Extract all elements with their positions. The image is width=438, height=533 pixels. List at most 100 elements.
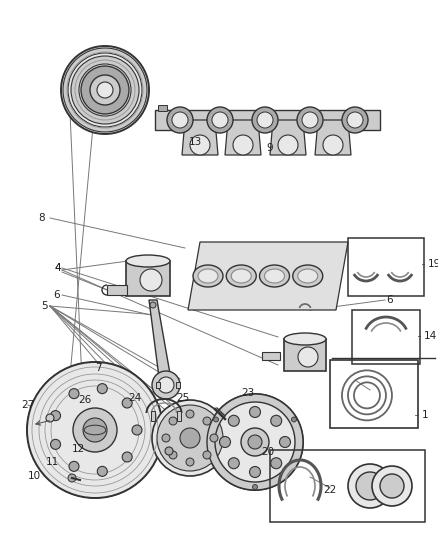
Circle shape: [228, 415, 239, 426]
Circle shape: [186, 458, 194, 466]
Circle shape: [356, 472, 384, 500]
Circle shape: [69, 462, 79, 471]
Bar: [177, 411, 181, 421]
Circle shape: [150, 302, 156, 308]
Circle shape: [212, 112, 228, 128]
Circle shape: [323, 135, 343, 155]
Circle shape: [157, 405, 223, 471]
Circle shape: [169, 417, 177, 425]
Circle shape: [297, 107, 323, 133]
Bar: [107, 285, 127, 295]
Ellipse shape: [293, 265, 323, 287]
Circle shape: [380, 474, 404, 498]
Circle shape: [279, 437, 290, 448]
Circle shape: [342, 107, 368, 133]
Text: 7: 7: [95, 363, 101, 373]
Circle shape: [97, 384, 107, 394]
Text: 6: 6: [54, 290, 60, 300]
Bar: [176, 382, 180, 388]
Circle shape: [291, 417, 297, 422]
Circle shape: [186, 410, 194, 418]
FancyBboxPatch shape: [126, 261, 170, 296]
Text: 6: 6: [387, 295, 393, 305]
FancyBboxPatch shape: [284, 339, 326, 371]
Polygon shape: [270, 120, 306, 155]
Polygon shape: [188, 242, 348, 310]
Text: 24: 24: [128, 393, 141, 403]
Text: 5: 5: [42, 301, 48, 311]
Circle shape: [302, 112, 318, 128]
Circle shape: [372, 466, 412, 506]
Circle shape: [27, 362, 163, 498]
Ellipse shape: [265, 269, 285, 283]
Circle shape: [140, 269, 162, 291]
Bar: [270, 450, 425, 522]
Text: 9: 9: [267, 143, 273, 153]
Circle shape: [248, 435, 262, 449]
Bar: [156, 382, 160, 388]
Circle shape: [158, 377, 174, 393]
Ellipse shape: [198, 269, 218, 283]
Circle shape: [83, 418, 107, 442]
FancyBboxPatch shape: [159, 106, 167, 111]
Ellipse shape: [231, 269, 251, 283]
Circle shape: [132, 425, 142, 435]
Circle shape: [347, 112, 363, 128]
Circle shape: [122, 452, 132, 462]
Circle shape: [165, 447, 173, 455]
Circle shape: [68, 474, 76, 482]
Circle shape: [180, 428, 200, 448]
Bar: [348, 238, 424, 296]
Circle shape: [219, 437, 230, 448]
Circle shape: [162, 434, 170, 442]
Bar: [155, 110, 380, 130]
Text: 4: 4: [55, 263, 61, 273]
Polygon shape: [315, 120, 351, 155]
Circle shape: [152, 371, 180, 399]
Text: 20: 20: [261, 447, 275, 457]
Text: 12: 12: [71, 444, 85, 454]
Circle shape: [214, 417, 219, 422]
Circle shape: [203, 417, 211, 425]
Circle shape: [167, 107, 193, 133]
Text: 25: 25: [177, 393, 190, 403]
Circle shape: [348, 464, 392, 508]
Bar: [262, 352, 280, 360]
Circle shape: [97, 82, 113, 98]
Polygon shape: [225, 120, 261, 155]
Text: 27: 27: [21, 400, 35, 410]
Circle shape: [190, 135, 210, 155]
Polygon shape: [149, 300, 172, 385]
Circle shape: [169, 451, 177, 459]
Circle shape: [122, 398, 132, 408]
Ellipse shape: [226, 265, 256, 287]
Text: 1: 1: [422, 410, 429, 420]
Text: 22: 22: [323, 485, 337, 495]
Text: 8: 8: [39, 213, 45, 223]
Circle shape: [252, 484, 258, 489]
Bar: [352, 310, 420, 364]
Circle shape: [241, 428, 269, 456]
Circle shape: [97, 466, 107, 477]
Circle shape: [61, 46, 149, 134]
Circle shape: [228, 458, 239, 469]
Circle shape: [81, 66, 129, 114]
Text: 4: 4: [55, 263, 61, 273]
Circle shape: [172, 112, 188, 128]
Text: 14: 14: [424, 331, 437, 341]
Circle shape: [271, 415, 282, 426]
Circle shape: [210, 434, 218, 442]
Circle shape: [90, 75, 120, 105]
Circle shape: [250, 466, 261, 478]
Circle shape: [207, 394, 303, 490]
Ellipse shape: [284, 333, 326, 345]
Text: 26: 26: [78, 395, 92, 405]
Polygon shape: [182, 120, 218, 155]
Circle shape: [257, 112, 273, 128]
Circle shape: [46, 414, 54, 422]
Ellipse shape: [298, 269, 318, 283]
Ellipse shape: [126, 255, 170, 267]
Circle shape: [252, 107, 278, 133]
Text: 13: 13: [188, 137, 201, 147]
Circle shape: [69, 389, 79, 399]
